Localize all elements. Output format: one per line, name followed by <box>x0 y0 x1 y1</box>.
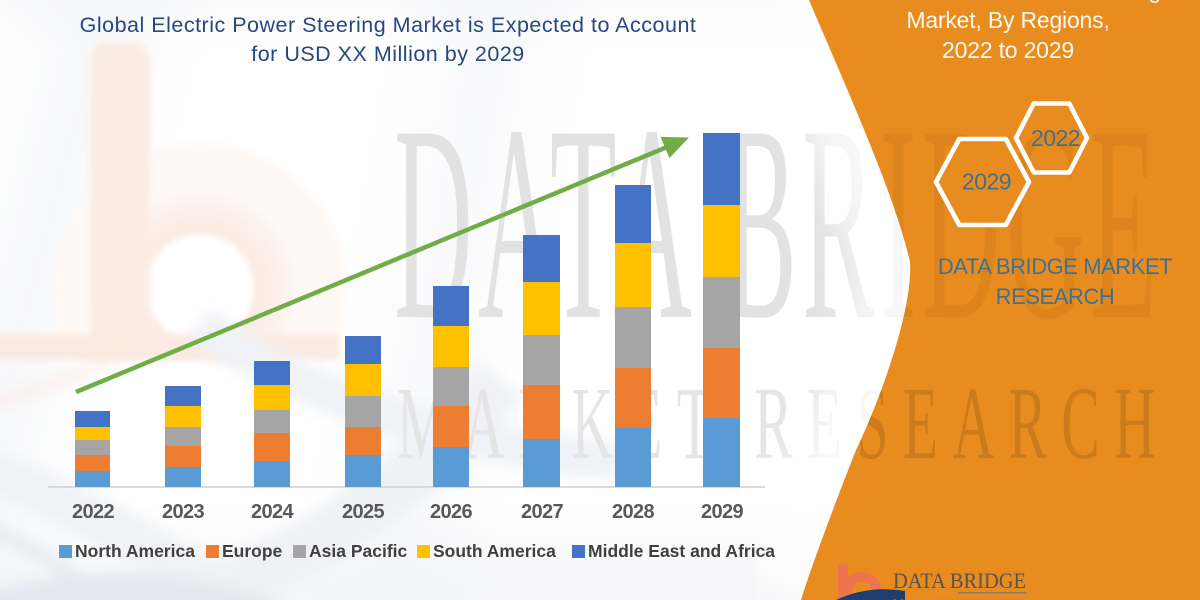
svg-text:2022: 2022 <box>1031 125 1080 151</box>
svg-text:DATA BRIDGE: DATA BRIDGE <box>893 568 1026 593</box>
svg-text:MARKET RESEARCH: MARKET RESEARCH <box>893 596 1026 600</box>
svg-text:2029: 2029 <box>962 169 1011 195</box>
